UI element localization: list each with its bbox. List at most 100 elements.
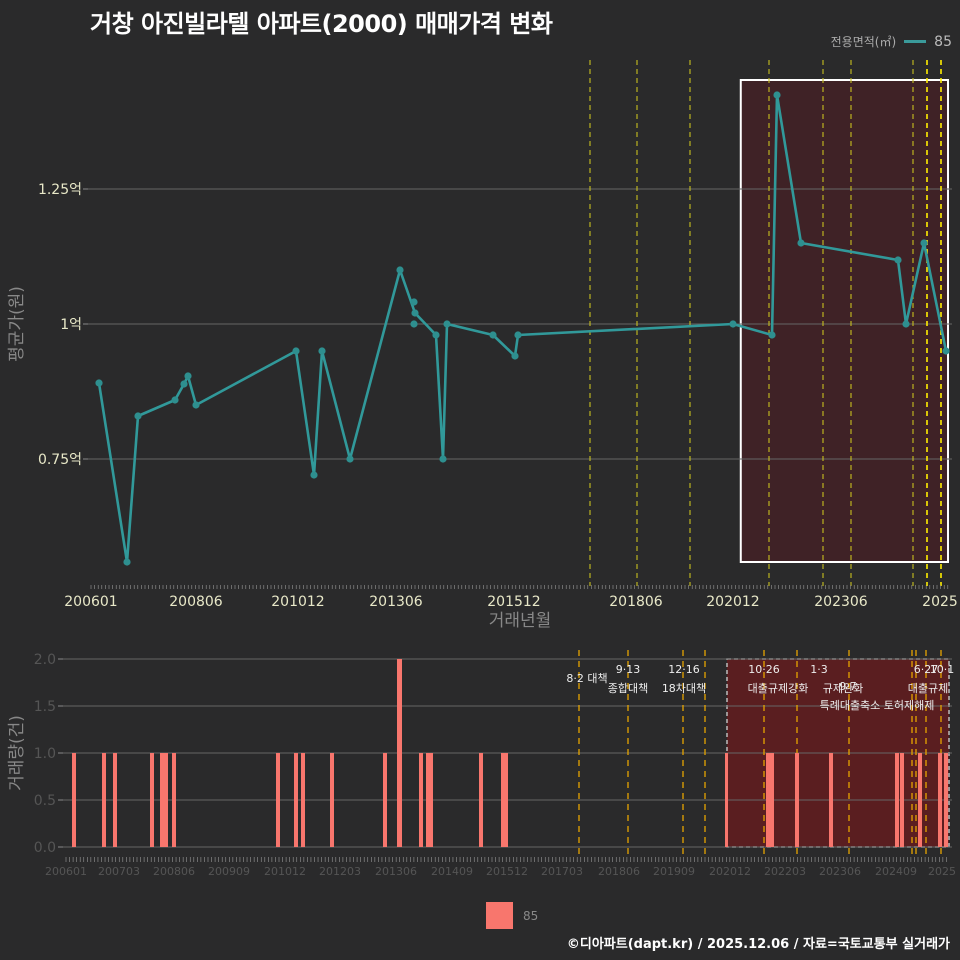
data-point [942, 347, 950, 355]
policy-event-label: 8·2 대책 [566, 672, 607, 685]
data-point [310, 471, 318, 479]
x-tick-label: 200601 [64, 594, 117, 610]
data-point [902, 320, 910, 328]
volume-bar [426, 753, 430, 847]
y-tick-label: 1.25억 [38, 182, 82, 198]
data-point [192, 401, 200, 409]
bar-x-tick-label: 201306 [375, 865, 417, 878]
volume-bar [150, 753, 154, 847]
data-point [443, 320, 451, 328]
volume-bar [330, 753, 334, 847]
data-point [134, 412, 142, 420]
policy-event-label: 9·7 [839, 680, 857, 693]
bar-x-tick-label: 201512 [486, 865, 528, 878]
y-tick-label: 1억 [60, 317, 82, 333]
x-tick-label: 201806 [609, 594, 663, 610]
bar-y-tick-label: 0.5 [34, 793, 56, 809]
bar-x-tick-label: 202306 [819, 865, 861, 878]
bar-x-tick-label: 202012 [709, 865, 751, 878]
data-point [797, 239, 805, 247]
chart-title: 거창 아진빌라텔 아파트(2000) 매매가격 변화 [90, 10, 553, 38]
bar-y-tick-label: 1.0 [34, 746, 56, 762]
legend-line-swatch-icon [904, 40, 927, 43]
volume-bar [102, 753, 106, 847]
data-point [411, 309, 419, 317]
policy-event-label: 대출규제 [908, 682, 948, 695]
policy-event-label: 10·26 [748, 663, 780, 676]
volume-bar [766, 753, 771, 847]
volume-bar [944, 753, 948, 847]
volume-bar [504, 753, 508, 847]
data-point [410, 320, 418, 328]
data-point [729, 320, 737, 328]
data-point [396, 266, 404, 274]
bar-x-tick-label: 200703 [98, 865, 140, 878]
volume-bar [294, 753, 298, 847]
volume-bar [383, 753, 387, 847]
volume-bar [429, 753, 433, 847]
data-point [184, 372, 192, 380]
bar-x-tick-label: 202203 [764, 865, 806, 878]
data-point [511, 352, 519, 360]
volume-bar [72, 753, 76, 847]
source-caption: ©디아파트(dapt.kr) / 2025.12.06 / 자료=국토교통부 실… [566, 937, 950, 952]
policy-event-label: 1·3 [810, 663, 828, 676]
volume-bar [938, 753, 942, 847]
volume-bar [829, 753, 833, 847]
bar-y-tick-label: 0.0 [34, 840, 56, 856]
bar-x-tick-label: 201806 [598, 865, 640, 878]
policy-event-label: 18차대책 [662, 682, 706, 695]
data-point [514, 331, 522, 339]
data-point [489, 331, 497, 339]
volume-bar [501, 753, 505, 847]
policy-event-label: 특례대출축소 토허제해제 [820, 698, 935, 712]
data-point [894, 256, 902, 264]
volume-bar [895, 753, 899, 847]
x-tick-label: 201512 [487, 594, 540, 610]
policy-event-label: 6·27 [914, 663, 939, 676]
x-tick-label: 201012 [271, 594, 324, 610]
data-point [920, 239, 928, 247]
policy-event-label: 대출규제강화 [748, 682, 809, 695]
volume-bar [769, 753, 774, 847]
legend-title: 전용면적(㎡) [830, 35, 897, 49]
volume-bar [160, 753, 164, 847]
volume-bar [301, 753, 305, 847]
x-tick-label: 200806 [169, 594, 223, 610]
data-point [180, 380, 188, 388]
volume-bar [900, 753, 904, 847]
bar-x-tick-label: 200909 [208, 865, 250, 878]
data-point [773, 91, 781, 99]
data-point [292, 347, 300, 355]
volume-bar [725, 753, 728, 847]
policy-event-label: 규제완화 [823, 682, 863, 695]
policy-event-label: 종합대책 [608, 682, 648, 695]
data-point [432, 331, 440, 339]
x-tick-label: 202012 [706, 594, 759, 610]
x-tick-label: 2025 [922, 594, 958, 610]
legend-top: 전용면적(㎡) 85 [831, 33, 952, 50]
volume-bar [419, 753, 423, 847]
data-point [768, 331, 776, 339]
legend-series-label: 85 [934, 33, 952, 50]
policy-event-label: 10·1 [930, 663, 955, 676]
bar-x-tick-label: 201909 [653, 865, 695, 878]
legend-bottom: 85 [486, 902, 538, 929]
bar-y-axis-title: 거래량(건) [7, 715, 27, 791]
data-point [346, 455, 354, 463]
data-point [318, 347, 326, 355]
bar-x-tick-label: 201703 [541, 865, 583, 878]
y-tick-label: 0.75억 [38, 452, 82, 468]
volume-bar [164, 753, 168, 847]
data-point [410, 298, 418, 306]
volume-bar [113, 753, 117, 847]
x-tick-label: 202306 [814, 594, 868, 610]
legend-bottom-label: 85 [523, 908, 539, 923]
volume-bar [276, 753, 280, 847]
volume-bar [795, 753, 799, 847]
y-axis-title: 평균가(원) [7, 286, 27, 362]
data-point [95, 379, 103, 387]
bar-x-tick-label: 200806 [153, 865, 195, 878]
data-point [439, 455, 447, 463]
